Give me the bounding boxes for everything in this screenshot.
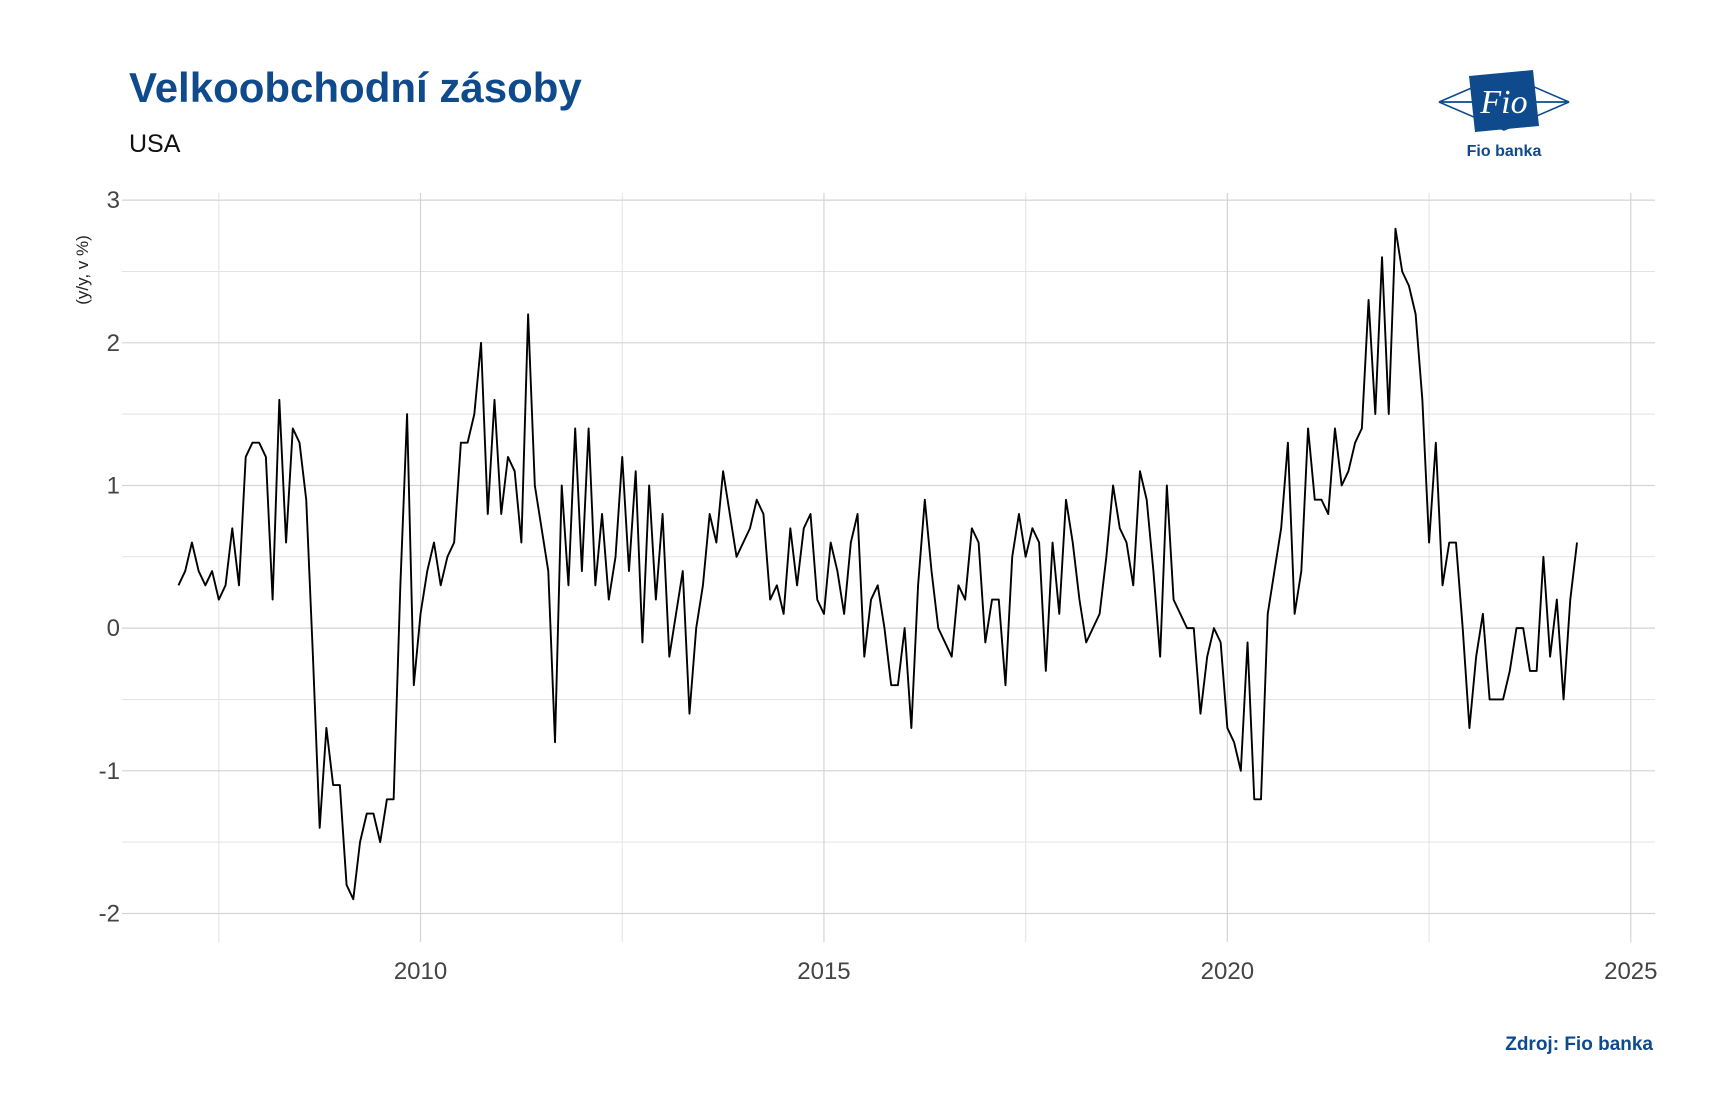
logo-name: Fio banka (1467, 143, 1542, 160)
y-axis-label: (y/y, v %) (73, 235, 92, 305)
y-tick-label: 3 (107, 187, 120, 214)
y-tick-label: 2 (107, 330, 120, 357)
grid-minor (122, 193, 1655, 942)
x-tick-label: 2025 (1604, 958, 1657, 985)
x-tick-label: 2020 (1201, 958, 1254, 985)
x-tick-label: 2015 (797, 958, 850, 985)
chart-subtitle: USA (129, 130, 181, 158)
x-tick-labels: 2010 2015 2020 2025 (394, 958, 1658, 985)
source-note: Zdroj: Fio banka (1505, 1034, 1653, 1055)
series-line-0 (177, 227, 1578, 901)
chart: -2 -1 0 1 2 3 2010 2015 2020 2025 (y/y, v %) (73, 187, 1658, 985)
y-tick-label: 0 (107, 615, 120, 642)
x-tick-label: 2010 (394, 958, 447, 985)
grid-major (122, 193, 1655, 942)
y-tick-label: -1 (99, 758, 120, 785)
y-tick-label: 1 (107, 472, 120, 499)
y-tick-label: -2 (99, 900, 120, 927)
series-group (177, 227, 1578, 901)
y-tick-labels: -2 -1 0 1 2 3 (99, 187, 120, 927)
fio-banka-logo: Fio Fio banka (1438, 70, 1570, 160)
logo-mark-text: Fio (1479, 84, 1527, 121)
logo-box (1469, 70, 1539, 132)
chart-title: Velkoobchodní zásoby (129, 64, 582, 111)
